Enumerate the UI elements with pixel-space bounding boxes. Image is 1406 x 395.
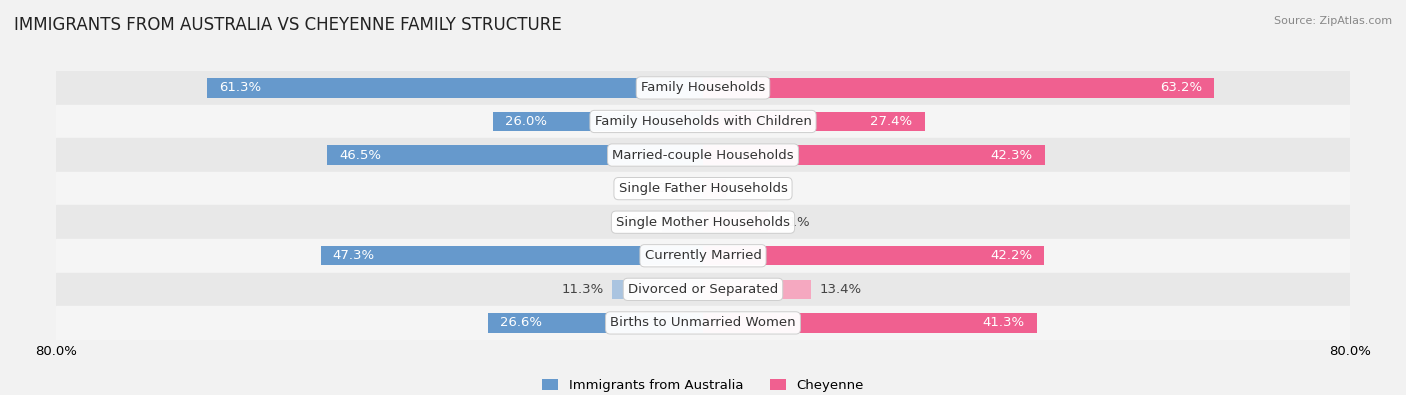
Bar — [56, 105, 1350, 138]
Bar — [328, 145, 703, 165]
Bar — [56, 71, 1350, 105]
Text: 42.2%: 42.2% — [990, 249, 1032, 262]
Bar — [703, 78, 1213, 98]
Text: Single Mother Households: Single Mother Households — [616, 216, 790, 229]
Bar — [688, 179, 703, 198]
Text: Married-couple Households: Married-couple Households — [612, 149, 794, 162]
Text: 27.4%: 27.4% — [870, 115, 912, 128]
Bar — [56, 172, 1350, 205]
Bar — [56, 138, 1350, 172]
Text: Family Households: Family Households — [641, 81, 765, 94]
Bar — [56, 205, 1350, 239]
Text: 26.0%: 26.0% — [505, 115, 547, 128]
Text: 5.1%: 5.1% — [620, 216, 654, 229]
Bar — [703, 179, 727, 198]
Bar — [703, 313, 1036, 333]
Text: Currently Married: Currently Married — [644, 249, 762, 262]
Text: Family Households with Children: Family Households with Children — [595, 115, 811, 128]
Text: 8.1%: 8.1% — [776, 216, 810, 229]
Text: Births to Unmarried Women: Births to Unmarried Women — [610, 316, 796, 329]
Bar — [703, 280, 811, 299]
Bar — [321, 246, 703, 265]
Text: 2.9%: 2.9% — [734, 182, 768, 195]
Text: 41.3%: 41.3% — [983, 316, 1025, 329]
Text: Divorced or Separated: Divorced or Separated — [628, 283, 778, 296]
Text: IMMIGRANTS FROM AUSTRALIA VS CHEYENNE FAMILY STRUCTURE: IMMIGRANTS FROM AUSTRALIA VS CHEYENNE FA… — [14, 16, 562, 34]
Bar — [56, 239, 1350, 273]
Bar — [488, 313, 703, 333]
Text: 26.6%: 26.6% — [501, 316, 543, 329]
Bar — [208, 78, 703, 98]
Text: 11.3%: 11.3% — [561, 283, 603, 296]
Text: 63.2%: 63.2% — [1160, 81, 1202, 94]
Bar — [703, 145, 1045, 165]
Text: 42.3%: 42.3% — [991, 149, 1033, 162]
Bar — [612, 280, 703, 299]
Text: 2.0%: 2.0% — [645, 182, 679, 195]
Text: Single Father Households: Single Father Households — [619, 182, 787, 195]
Bar — [494, 112, 703, 131]
Bar — [703, 112, 925, 131]
Bar — [56, 273, 1350, 306]
Text: 47.3%: 47.3% — [333, 249, 375, 262]
Bar — [703, 213, 769, 232]
Text: 46.5%: 46.5% — [339, 149, 381, 162]
Text: Source: ZipAtlas.com: Source: ZipAtlas.com — [1274, 16, 1392, 26]
Text: 13.4%: 13.4% — [820, 283, 862, 296]
Legend: Immigrants from Australia, Cheyenne: Immigrants from Australia, Cheyenne — [543, 379, 863, 392]
Bar — [662, 213, 703, 232]
Bar — [703, 246, 1045, 265]
Bar — [56, 306, 1350, 340]
Text: 61.3%: 61.3% — [219, 81, 262, 94]
